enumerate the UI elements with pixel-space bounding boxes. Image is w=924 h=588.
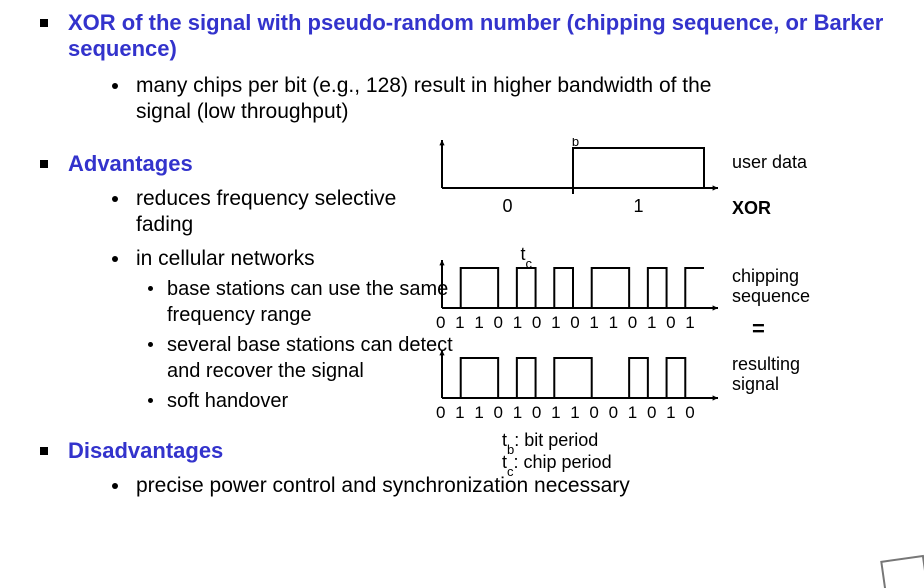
xor-diagram: 0 1 tb user data XOR tc 0 1 1 0 1 0 1 0 1 1 0 … <box>432 138 912 498</box>
svg-text:XOR: XOR <box>732 198 771 218</box>
adv1-text: reduces frequency selective fading <box>136 186 446 239</box>
svg-text:1: 1 <box>633 196 643 216</box>
svg-text:tc: chip period: tc: chip period <box>502 452 612 479</box>
svg-text:resulting: resulting <box>732 354 800 374</box>
dot-bullet-icon <box>112 83 118 89</box>
svg-text:0: 0 <box>502 196 512 216</box>
sub1-row: many chips per bit (e.g., 128) result in… <box>112 73 904 126</box>
svg-text:tb: tb <box>567 138 579 149</box>
adv2b-text: several base stations can detect and rec… <box>167 332 467 384</box>
svg-text:=: = <box>752 316 765 341</box>
svg-text:0 1 1 0 1 0 1 1 0 0 1 0 1 0: 0 1 1 0 1 0 1 1 0 0 1 0 1 0 <box>436 403 697 422</box>
dot-bullet-small-icon <box>148 398 153 403</box>
adv2-text: in cellular networks <box>136 246 315 272</box>
advantages-head: Advantages <box>68 151 193 177</box>
corner-page-icon <box>875 554 924 588</box>
headline-text: XOR of the signal with pseudo-random num… <box>68 10 904 63</box>
svg-text:user data: user data <box>732 152 808 172</box>
adv2c-text: soft handover <box>167 388 288 414</box>
svg-text:signal: signal <box>732 374 779 394</box>
svg-text:sequence: sequence <box>732 286 810 306</box>
svg-text:0 1 1 0 1 0 1 0 1 1 0 1 0 1: 0 1 1 0 1 0 1 0 1 1 0 1 0 1 <box>436 313 697 332</box>
dot-bullet-small-icon <box>148 342 153 347</box>
adv2a-text: base stations can use the same frequency… <box>167 276 457 328</box>
square-bullet-icon <box>40 19 48 27</box>
dot-bullet-icon <box>112 483 118 489</box>
square-bullet-icon <box>40 160 48 168</box>
svg-text:chipping: chipping <box>732 266 799 286</box>
sub1-text: many chips per bit (e.g., 128) result in… <box>136 73 726 126</box>
headline-row: XOR of the signal with pseudo-random num… <box>40 10 904 63</box>
dot-bullet-icon <box>112 196 118 202</box>
disadvantages-head: Disadvantages <box>68 438 223 464</box>
square-bullet-icon <box>40 447 48 455</box>
svg-text:tc: tc <box>520 244 532 271</box>
slide-root: XOR of the signal with pseudo-random num… <box>0 0 924 588</box>
dot-bullet-small-icon <box>148 286 153 291</box>
diagram-svg: 0 1 tb user data XOR tc 0 1 1 0 1 0 1 0 1 1 0 … <box>432 138 912 498</box>
dot-bullet-icon <box>112 256 118 262</box>
